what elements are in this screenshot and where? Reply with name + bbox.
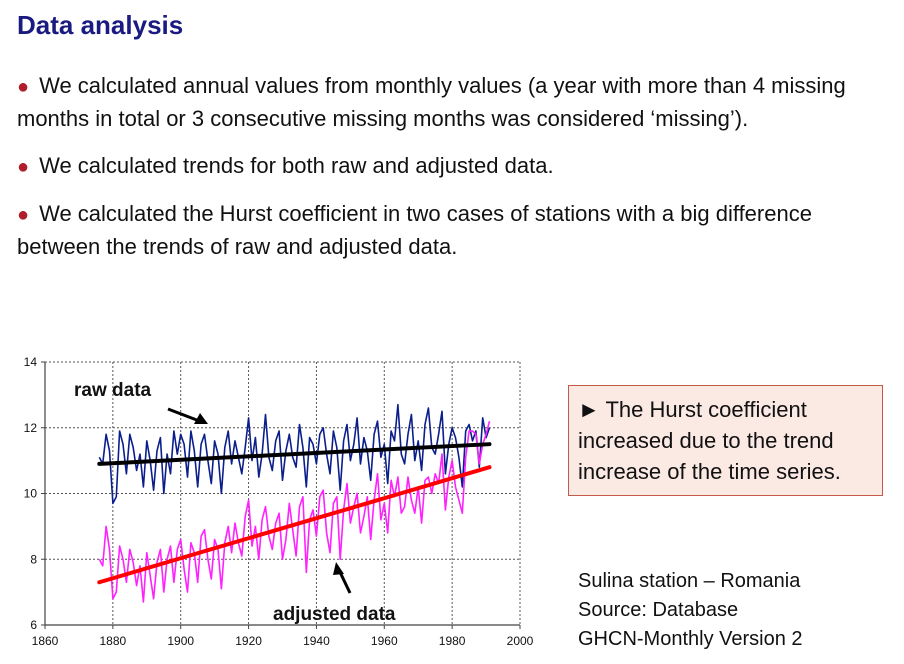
- bullet-dot-icon: ●: [17, 156, 30, 178]
- bullet-dot-icon: ●: [17, 204, 30, 226]
- source-line-station: Sulina station – Romania: [578, 570, 801, 592]
- adjusted-data-label: adjusted data: [273, 604, 396, 625]
- chart-trends: [97, 442, 492, 585]
- y-tick-label: 12: [24, 421, 38, 435]
- slide-title: Data analysis: [17, 10, 184, 40]
- hurst-callout: ► The Hurst coefficient increased due to…: [568, 385, 883, 496]
- x-tick-label: 1920: [235, 634, 262, 648]
- bullet-item: ● We calculated annual values from monthl…: [17, 70, 887, 135]
- bullet-text: We calculated annual values from monthly…: [17, 73, 846, 131]
- y-tick-label: 10: [24, 487, 38, 501]
- bullet-item: ● We calculated trends for both raw and a…: [17, 150, 887, 183]
- chart-series: [98, 403, 491, 603]
- chart-annotations: raw data adjusted data: [74, 380, 396, 625]
- y-tick-label: 6: [30, 618, 37, 632]
- y-tick-label: 8: [30, 552, 37, 566]
- source-line-version: GHCN-Monthly Version 2: [578, 628, 803, 650]
- bullet-text: We calculated trends for both raw and ad…: [39, 153, 554, 178]
- y-tick-label: 14: [24, 355, 38, 369]
- raw-series-line: [98, 403, 491, 505]
- x-tick-label: 2000: [507, 634, 534, 648]
- adjusted-trend-line: [97, 465, 492, 585]
- bullet-dot-icon: ●: [17, 76, 30, 98]
- chart-axes: 6 8 10 12 14 1860 1880 1900 1920 1940 1960 1980 2000: [24, 355, 534, 648]
- bullet-list: ● We calculated annual values from monthl…: [17, 70, 887, 278]
- x-tick-label: 1940: [303, 634, 330, 648]
- x-tick-label: 1860: [32, 634, 59, 648]
- raw-data-label: raw data: [74, 380, 152, 401]
- x-tick-label: 1900: [167, 634, 194, 648]
- source-line-database: Source: Database: [578, 599, 739, 621]
- raw-data-arrow-icon: [167, 407, 208, 424]
- x-tick-label: 1880: [100, 634, 127, 648]
- adjusted-data-arrow-icon: [333, 562, 352, 594]
- x-tick-label: 1960: [371, 634, 398, 648]
- bullet-item: ● We calculated the Hurst coefficient in …: [17, 198, 887, 263]
- bullet-text: We calculated the Hurst coefficient in t…: [17, 201, 812, 259]
- raw-trend-line: [97, 442, 492, 466]
- source-info: Sulina station – Romania Source: Databas…: [578, 567, 803, 654]
- x-tick-label: 1980: [439, 634, 466, 648]
- temperature-chart: 6 8 10 12 14 1860 1880 1900 1920 1940 1960 1980 2000…: [24, 355, 534, 648]
